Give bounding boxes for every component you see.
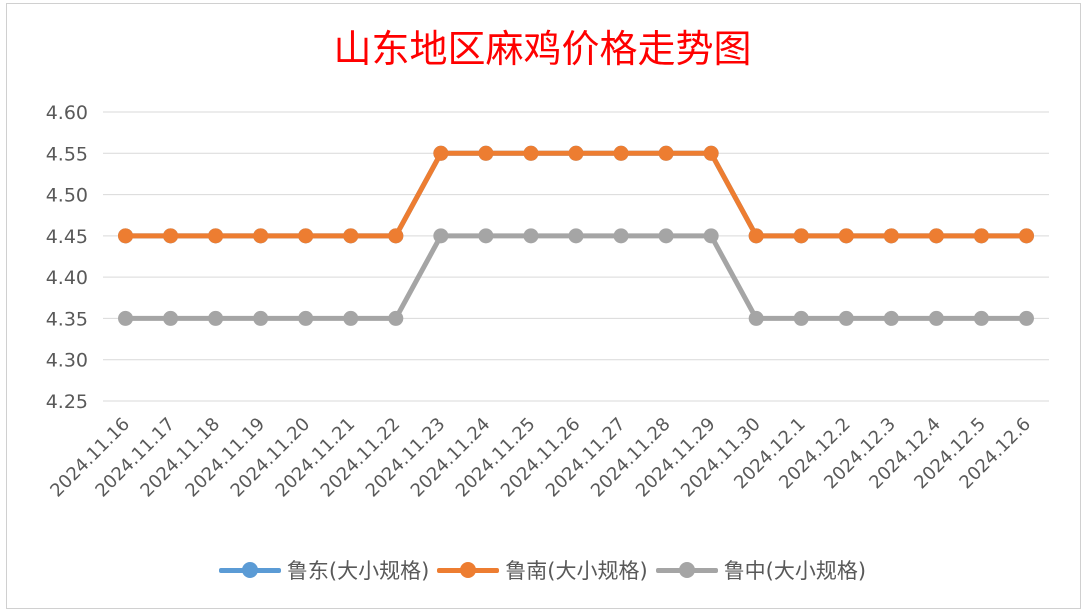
data-point [208, 228, 224, 244]
data-point [1018, 228, 1034, 244]
data-point [343, 310, 359, 326]
chart-title: 山东地区麻鸡价格走势图 [333, 27, 752, 71]
data-point [433, 228, 449, 244]
data-point [253, 228, 269, 244]
data-point [163, 228, 179, 244]
legend-item: 鲁东(大小规格) [218, 555, 430, 585]
data-point [388, 228, 404, 244]
legend-swatch [655, 560, 718, 580]
x-axis-ticks: 2024.11.162024.11.172024.11.182024.11.19… [46, 414, 1035, 502]
data-point [568, 145, 584, 161]
legend-label: 鲁东(大小规格) [286, 559, 430, 583]
legend-swatch [218, 560, 281, 580]
data-point [478, 228, 494, 244]
data-point [613, 228, 629, 244]
data-point [523, 228, 539, 244]
data-point [793, 310, 809, 326]
series-1 [118, 145, 1034, 244]
data-point [163, 310, 179, 326]
series-2 [118, 228, 1034, 326]
legend-swatch [437, 560, 500, 580]
data-point [118, 228, 134, 244]
y-tick-label: 4.25 [46, 391, 88, 413]
y-tick-label: 4.30 [46, 350, 88, 372]
data-point [703, 145, 719, 161]
data-point [748, 310, 764, 326]
data-point [298, 228, 314, 244]
y-tick-label: 4.55 [46, 143, 88, 165]
data-point [658, 145, 674, 161]
data-point [928, 228, 944, 244]
y-tick-label: 4.45 [46, 226, 88, 248]
y-tick-label: 4.50 [46, 185, 88, 207]
data-point [838, 228, 854, 244]
y-axis-ticks: 4.25 4.30 4.35 4.40 4.45 4.50 4.55 4.60 [46, 102, 88, 413]
legend: 鲁东(大小规格) 鲁南(大小规格) 鲁中(大小规格) [0, 552, 1085, 588]
data-point [478, 145, 494, 161]
data-point [928, 310, 944, 326]
legend-label: 鲁南(大小规格) [505, 559, 648, 583]
data-point [523, 145, 539, 161]
data-point [883, 228, 899, 244]
series-lines [118, 145, 1034, 326]
data-point [658, 228, 674, 244]
y-tick-label: 4.40 [46, 267, 88, 289]
data-point [208, 310, 224, 326]
data-point [703, 228, 719, 244]
data-point [568, 228, 584, 244]
data-point [973, 228, 989, 244]
data-point [838, 310, 854, 326]
data-point [253, 310, 269, 326]
chart-frame [6, 3, 1081, 609]
y-tick-label: 4.60 [46, 102, 88, 124]
data-point [388, 310, 404, 326]
data-point [748, 228, 764, 244]
data-point [883, 310, 899, 326]
data-point [433, 145, 449, 161]
legend-label: 鲁中(大小规格) [723, 559, 867, 583]
data-point [118, 310, 134, 326]
data-point [613, 145, 629, 161]
data-point [973, 310, 989, 326]
legend-item: 鲁中(大小规格) [655, 555, 867, 585]
data-point [343, 228, 359, 244]
data-point [793, 228, 809, 244]
legend-item: 鲁南(大小规格) [437, 555, 648, 585]
y-tick-label: 4.35 [46, 308, 88, 330]
data-point [298, 310, 314, 326]
data-point [1018, 310, 1034, 326]
